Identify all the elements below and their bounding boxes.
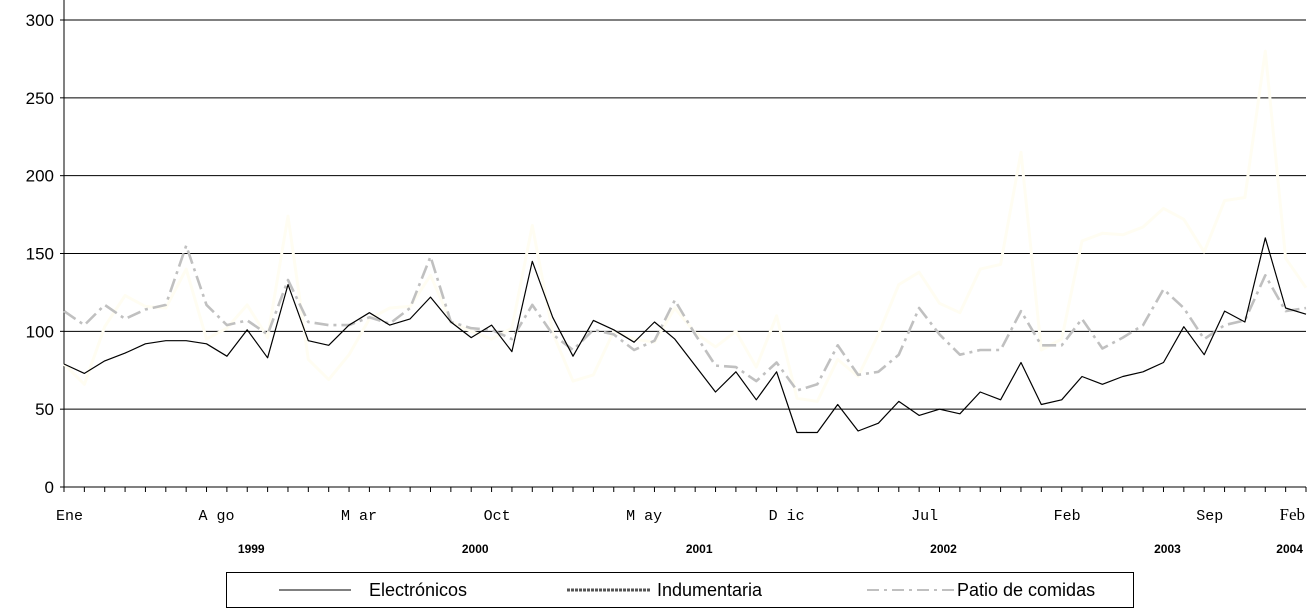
ytick-label-100: 100 bbox=[26, 322, 54, 341]
line-chart: 0 50 100 150 200 250 300 Ene A go M ar Oct M ay D ic… bbox=[26, 0, 1308, 556]
ytick-label-50: 50 bbox=[35, 400, 54, 419]
legend: Electrónicos Indumentaria Patio de comid… bbox=[226, 572, 1134, 608]
year-label-2004: 2004 bbox=[1276, 542, 1303, 556]
series-line-2 bbox=[63, 244, 1307, 392]
legend-item-patio-de-comidas: Patio de comidas bbox=[867, 573, 1095, 607]
year-label-2000: 2000 bbox=[462, 542, 489, 556]
xtick-label-2: M ar bbox=[341, 508, 377, 525]
ytick-label-300: 300 bbox=[26, 11, 54, 30]
series-lines bbox=[62, 49, 1308, 434]
xtick-label-9: Feb bbox=[1280, 505, 1306, 524]
xtick-label-7: Feb bbox=[1054, 508, 1081, 525]
legend-label-indumentaria: Indumentaria bbox=[657, 579, 763, 600]
year-label-2002: 2002 bbox=[930, 542, 957, 556]
tick-labels: 0 50 100 150 200 250 300 Ene A go M ar Oct M ay D ic… bbox=[26, 11, 1305, 556]
xtick-label-4: M ay bbox=[626, 508, 662, 525]
year-label-1999: 1999 bbox=[238, 542, 265, 556]
xtick-label-5: D ic bbox=[769, 508, 805, 525]
year-label-2003: 2003 bbox=[1154, 542, 1181, 556]
xtick-label-3: Oct bbox=[484, 508, 511, 525]
ytick-label-250: 250 bbox=[26, 89, 54, 108]
series-line-0 bbox=[63, 237, 1307, 434]
xtick-label-0: Ene bbox=[56, 508, 83, 525]
legend-swatch-patio-de-comidas bbox=[867, 589, 955, 591]
legend-item-indumentaria: Indumentaria bbox=[567, 573, 762, 607]
legend-label-patio-de-comidas: Patio de comidas bbox=[957, 579, 1096, 600]
xtick-label-8: Sep bbox=[1196, 508, 1223, 525]
legend-swatch-electronicos bbox=[279, 589, 351, 591]
year-label-2001: 2001 bbox=[686, 542, 713, 556]
legend-item-electronicos: Electrónicos bbox=[279, 573, 467, 607]
ytick-label-200: 200 bbox=[26, 167, 54, 186]
xtick-label-1: A go bbox=[199, 508, 235, 525]
axes bbox=[60, 0, 1307, 492]
series-line-1 bbox=[62, 49, 1308, 403]
xtick-label-6: Jul bbox=[911, 508, 938, 525]
grid-lines bbox=[64, 19, 1306, 410]
legend-label-electronicos: Electrónicos bbox=[369, 579, 468, 600]
ytick-label-150: 150 bbox=[26, 245, 54, 264]
legend-swatch-indumentaria bbox=[567, 588, 651, 592]
ytick-label-0: 0 bbox=[45, 478, 54, 497]
